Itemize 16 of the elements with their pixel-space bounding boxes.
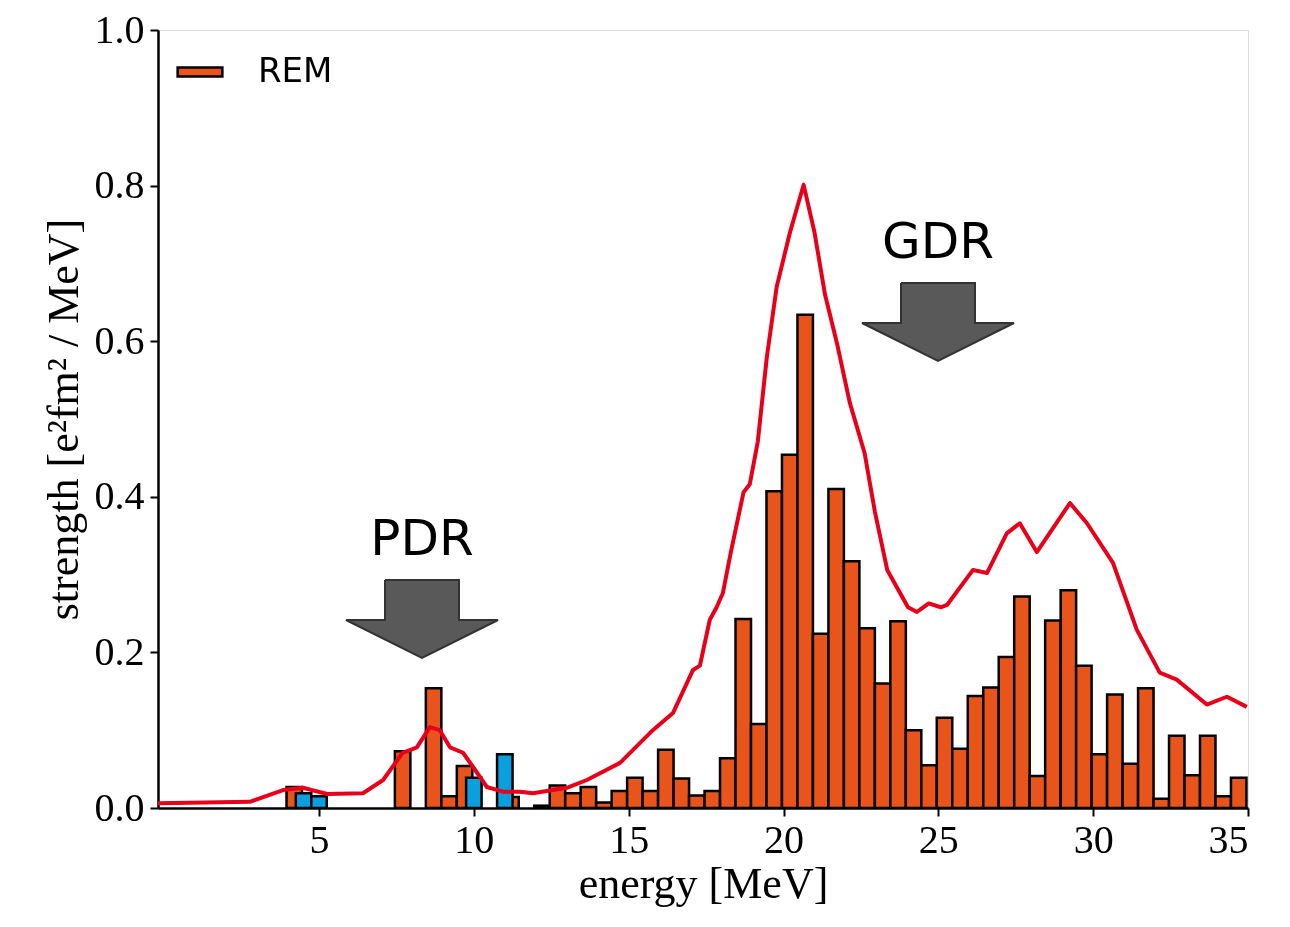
x-tick-label: 35 [1208,816,1249,862]
annotation: PDR [370,509,474,567]
y-tick-label: 0.8 [94,162,145,208]
line-series [158,182,1248,806]
x-tick-label: 30 [1073,816,1114,862]
y-tick-label: 1.0 [94,6,145,52]
y-tick-label: 0.2 [94,628,145,674]
y-tick-label: 0.4 [94,473,145,519]
annotation: GDR [882,212,994,270]
y-tick-label: 0.0 [94,784,145,830]
legend-label: REM [258,50,333,90]
y-axis-title: strength [e²fm² / MeV] [38,218,88,621]
x-tick-label: 25 [918,816,959,862]
x-tick-label: 5 [309,816,330,862]
x-tick-label: 10 [454,816,495,862]
y-tick-label: 0.6 [94,317,145,363]
